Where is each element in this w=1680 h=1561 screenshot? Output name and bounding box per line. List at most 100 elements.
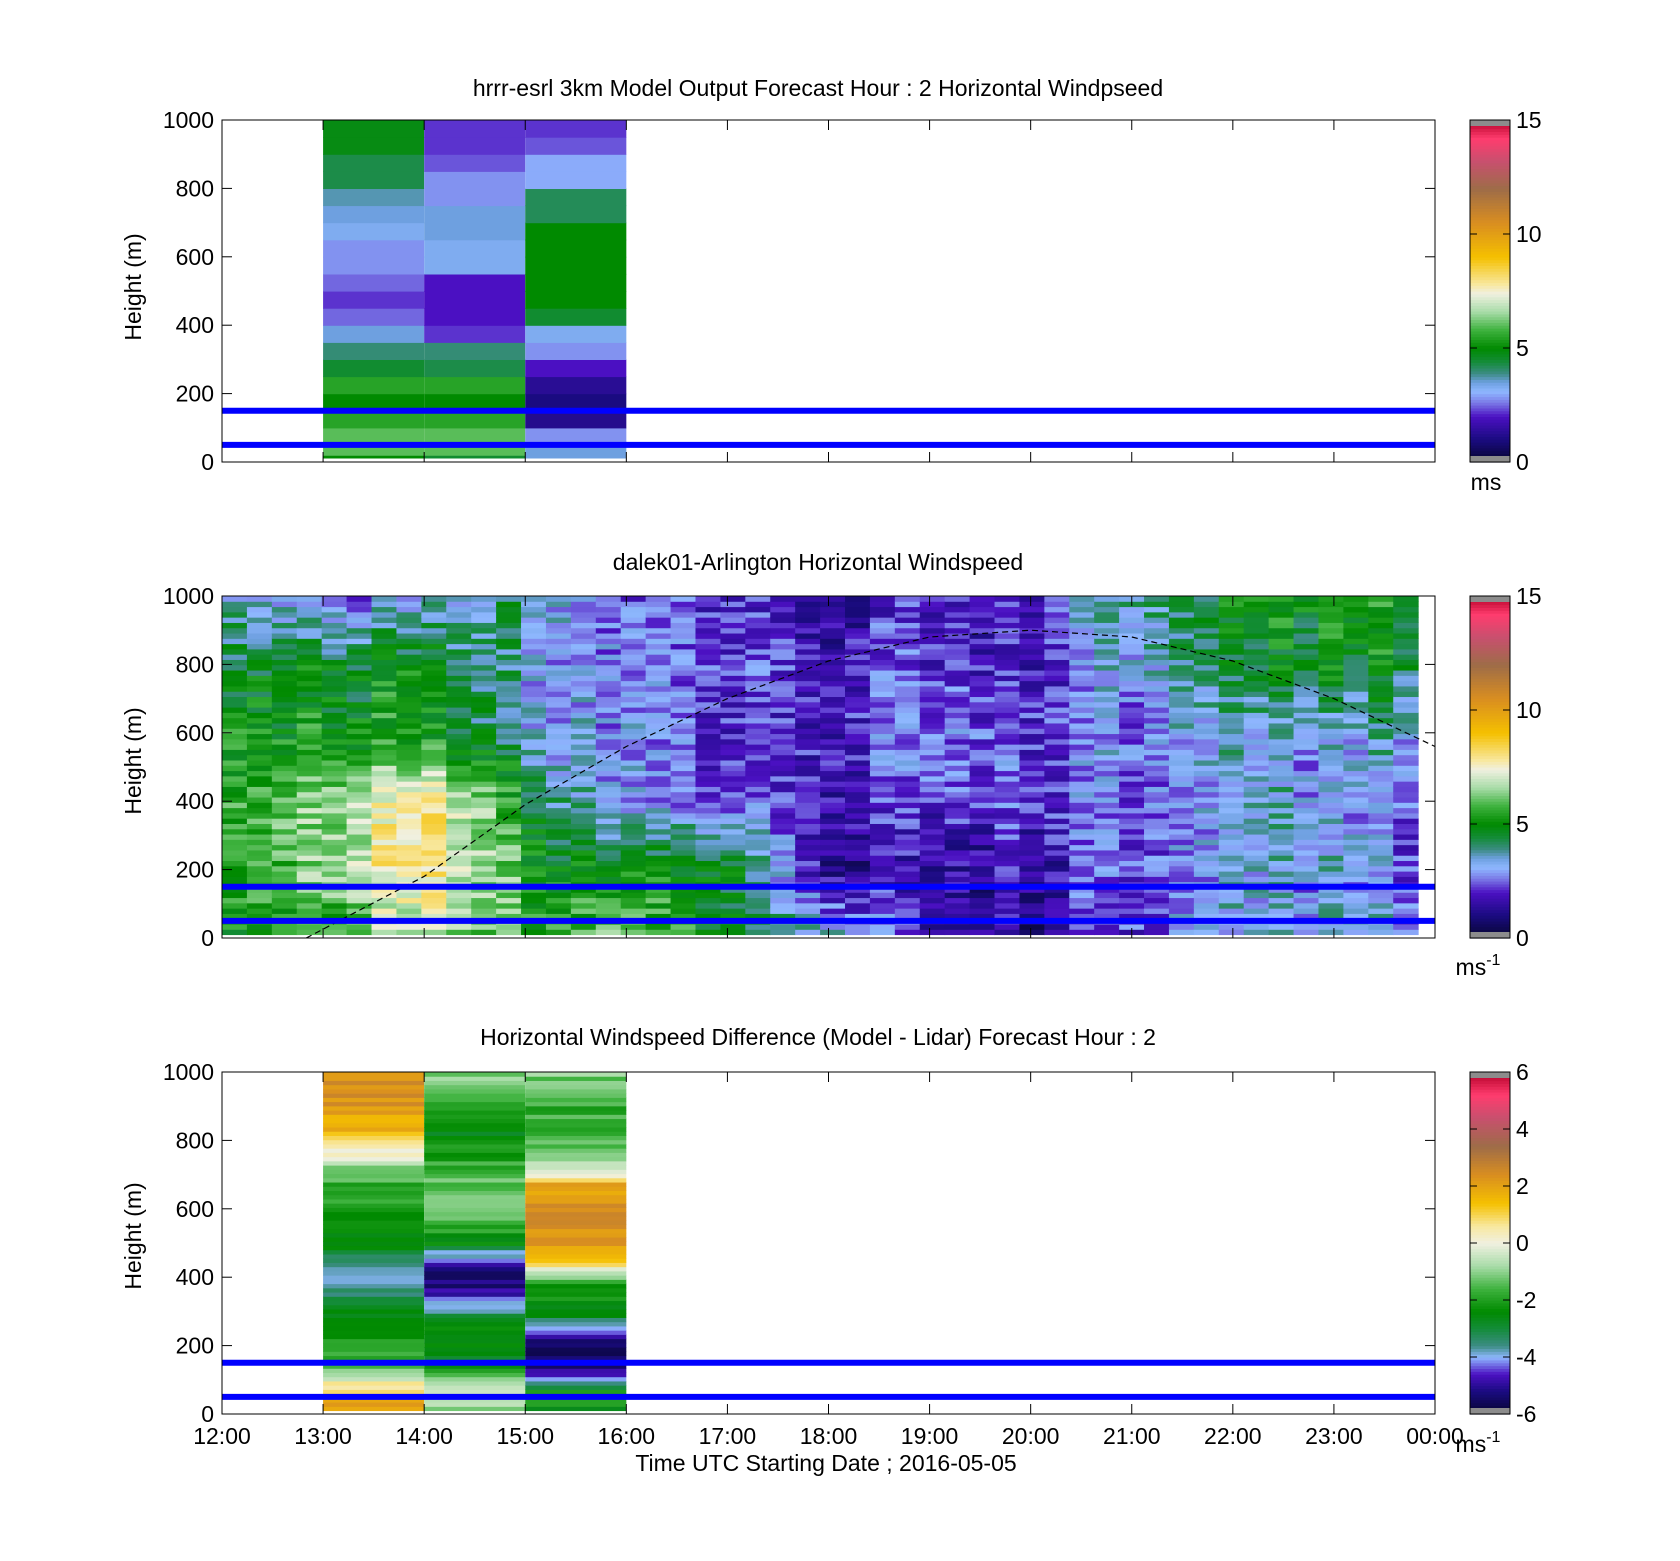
heatmap-cell (521, 807, 547, 814)
heatmap-cell (1218, 670, 1245, 676)
heatmap-cell (222, 601, 248, 608)
heatmap-cell (446, 839, 472, 846)
heatmap-cell (496, 675, 522, 682)
heatmap-cell (919, 902, 946, 909)
colorbar-swatch (1470, 613, 1510, 617)
heatmap-cell (1318, 786, 1344, 793)
heatmap-cell (919, 654, 946, 660)
heatmap-cell (371, 606, 397, 613)
heatmap-cell (1044, 802, 1070, 809)
heatmap-cell (321, 823, 348, 830)
heatmap-cell (845, 717, 871, 724)
heatmap-cell (396, 760, 422, 766)
heatmap-cell (1144, 712, 1170, 719)
heatmap-cell (1293, 855, 1319, 862)
heatmap-cell (570, 643, 597, 650)
heatmap-cell (1343, 775, 1369, 782)
heatmap-cell (222, 797, 248, 803)
heatmap-cell (919, 664, 946, 671)
colorbar-swatch (1470, 789, 1510, 794)
heatmap-cell (1193, 897, 1220, 904)
heatmap-cell (695, 876, 721, 883)
heatmap-cell (869, 712, 896, 719)
heatmap-cell (321, 648, 348, 655)
heatmap-cell (869, 685, 896, 692)
heatmap-cell (695, 691, 721, 698)
heatmap-cell (1243, 691, 1270, 698)
colorbar-swatch (1470, 795, 1510, 799)
heatmap-cell (570, 691, 597, 698)
heatmap-cell (795, 871, 821, 877)
heatmap-cell (1318, 744, 1344, 750)
heatmap-cell (346, 617, 373, 623)
heatmap-cell (994, 760, 1020, 766)
heatmap-cell (795, 670, 821, 676)
heatmap-cell (1343, 633, 1369, 639)
heatmap-cell (570, 775, 597, 782)
heatmap-cell (296, 733, 323, 740)
heatmap-cell (371, 712, 397, 719)
heatmap-cell (421, 791, 447, 798)
heatmap-cell (1368, 929, 1394, 936)
heatmap-cell (695, 913, 721, 920)
heatmap-cell (919, 712, 946, 719)
heatmap-cell (446, 823, 472, 830)
heatmap-cell (525, 1148, 627, 1153)
colorbar-swatch (1470, 1083, 1510, 1087)
heatmap-cell (424, 1148, 526, 1153)
heatmap-cell (471, 722, 497, 729)
heatmap-cell (496, 749, 522, 756)
colorbar-swatch (1470, 345, 1510, 349)
heatmap-cell (1168, 876, 1195, 883)
heatmap-cell (525, 1160, 627, 1166)
heatmap-cell (845, 812, 871, 819)
heatmap-cell (321, 775, 348, 782)
colorbar-swatch (1470, 1217, 1510, 1221)
heatmap-cell (446, 728, 472, 735)
heatmap-cell (894, 712, 921, 719)
heatmap-cell (1343, 611, 1369, 618)
heatmap-cell (346, 849, 373, 856)
heatmap-cell (321, 712, 348, 719)
heatmap-cell (994, 707, 1020, 713)
heatmap-cell (1343, 781, 1369, 787)
colorbar-swatch (1470, 194, 1510, 198)
heatmap-cell (1044, 680, 1070, 687)
heatmap-cell (1193, 685, 1220, 692)
heatmap-cell (1193, 844, 1220, 851)
heatmap-cell (969, 733, 996, 740)
heatmap-cell (1218, 722, 1245, 729)
heatmap-cell (521, 680, 547, 687)
heatmap-cell (1044, 712, 1070, 719)
heatmap-cell (396, 633, 422, 639)
heatmap-cell (1393, 886, 1419, 893)
heatmap-cell (1393, 722, 1419, 729)
heatmap-cell (1243, 670, 1270, 676)
heatmap-cell (1218, 696, 1245, 703)
heatmap-cell (695, 865, 721, 872)
heatmap-cell (695, 860, 721, 867)
heatmap-cell (1318, 871, 1344, 877)
heatmap-cell (745, 760, 771, 766)
heatmap-cell (1019, 902, 1045, 909)
heatmap-cell (645, 913, 672, 920)
x-tick-label: 14:00 (395, 1423, 453, 1449)
heatmap-cell (695, 902, 721, 909)
colorbar-swatch (1470, 638, 1510, 643)
heatmap-cell (471, 675, 497, 682)
colorbar-swatch (1470, 1183, 1510, 1187)
heatmap-cell (670, 633, 696, 639)
heatmap-cell (845, 834, 871, 840)
heatmap-cell (471, 818, 497, 824)
heatmap-cell (894, 807, 921, 814)
heatmap-cell (1168, 834, 1195, 840)
heatmap-cell (869, 627, 896, 634)
heatmap-cell (446, 627, 472, 634)
heatmap-cell (670, 765, 696, 772)
heatmap-cell (1019, 648, 1045, 655)
heatmap-cell (1293, 839, 1319, 846)
heatmap-cell (545, 596, 572, 602)
heatmap-cell (1268, 791, 1295, 798)
heatmap-cell (1168, 606, 1195, 613)
heatmap-cell (424, 376, 526, 395)
